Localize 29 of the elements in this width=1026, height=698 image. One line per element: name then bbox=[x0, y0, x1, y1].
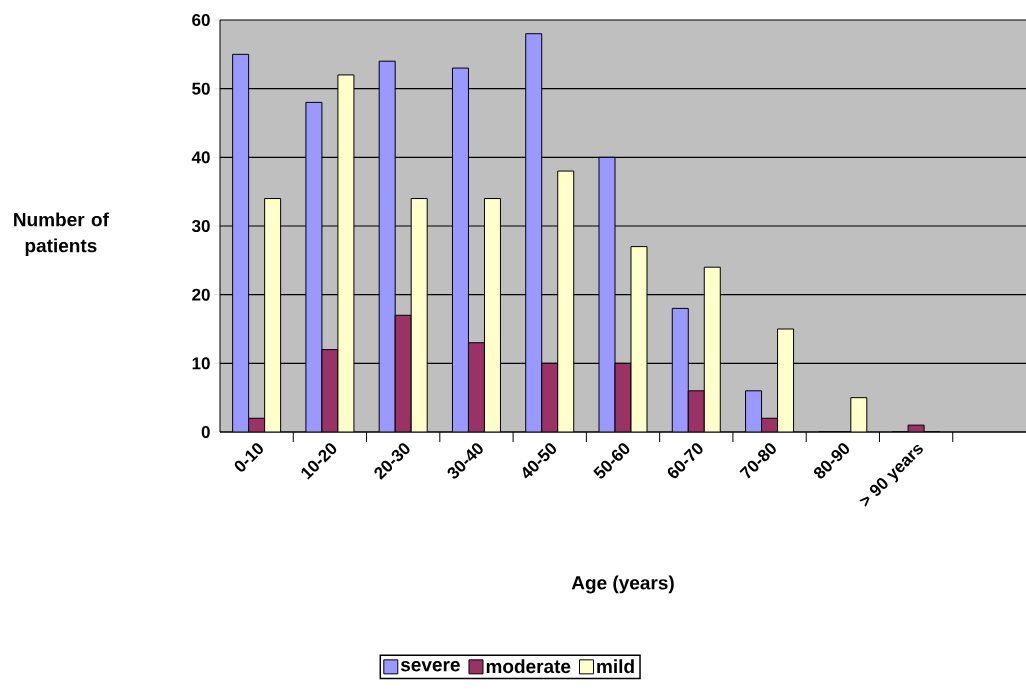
y-tick-label: 50 bbox=[192, 82, 210, 95]
legend-label: mild bbox=[597, 659, 634, 674]
bar bbox=[850, 397, 868, 432]
y-tick-label: 40 bbox=[191, 151, 210, 164]
x-axis-title: Age (years) bbox=[571, 575, 674, 594]
y-tick-label: 0 bbox=[201, 425, 210, 439]
bar bbox=[467, 342, 485, 432]
bar bbox=[671, 307, 689, 432]
bar bbox=[410, 198, 428, 432]
y-tick-label: 10 bbox=[192, 357, 210, 370]
bar bbox=[525, 33, 543, 432]
bar bbox=[557, 170, 575, 432]
y-tick-label: 60 bbox=[192, 13, 210, 27]
bar bbox=[483, 198, 501, 432]
bar bbox=[232, 53, 250, 432]
y-axis-title: Number of patients bbox=[14, 212, 109, 257]
bar bbox=[264, 198, 282, 432]
bar bbox=[703, 266, 721, 432]
bar bbox=[541, 362, 559, 432]
bar bbox=[687, 390, 705, 432]
legend-label: moderate bbox=[486, 659, 571, 674]
y-tick-label: 30 bbox=[191, 219, 210, 233]
bar bbox=[745, 390, 763, 432]
bar bbox=[394, 314, 412, 432]
bar bbox=[378, 60, 396, 432]
legend-label: severe bbox=[400, 660, 460, 672]
y-tick-label: 20 bbox=[192, 288, 210, 301]
bar bbox=[777, 328, 795, 432]
bar bbox=[451, 67, 469, 432]
